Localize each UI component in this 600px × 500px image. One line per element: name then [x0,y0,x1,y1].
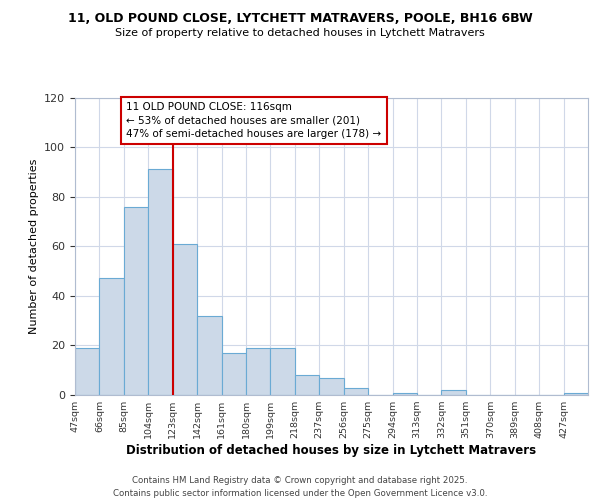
Bar [319,378,344,395]
X-axis label: Distribution of detached houses by size in Lytchett Matravers: Distribution of detached houses by size … [127,444,536,457]
Bar [148,170,173,395]
Bar [344,388,368,395]
Bar [392,392,417,395]
Bar [295,375,319,395]
Bar [173,244,197,395]
Bar [221,353,246,395]
Bar [271,348,295,395]
Bar [75,348,100,395]
Text: 11, OLD POUND CLOSE, LYTCHETT MATRAVERS, POOLE, BH16 6BW: 11, OLD POUND CLOSE, LYTCHETT MATRAVERS,… [68,12,532,26]
Text: Contains HM Land Registry data © Crown copyright and database right 2025.
Contai: Contains HM Land Registry data © Crown c… [113,476,487,498]
Bar [563,392,588,395]
Bar [100,278,124,395]
Bar [124,206,148,395]
Text: 11 OLD POUND CLOSE: 116sqm
← 53% of detached houses are smaller (201)
47% of sem: 11 OLD POUND CLOSE: 116sqm ← 53% of deta… [127,102,382,139]
Bar [442,390,466,395]
Y-axis label: Number of detached properties: Number of detached properties [29,158,38,334]
Bar [246,348,271,395]
Text: Size of property relative to detached houses in Lytchett Matravers: Size of property relative to detached ho… [115,28,485,38]
Bar [197,316,221,395]
